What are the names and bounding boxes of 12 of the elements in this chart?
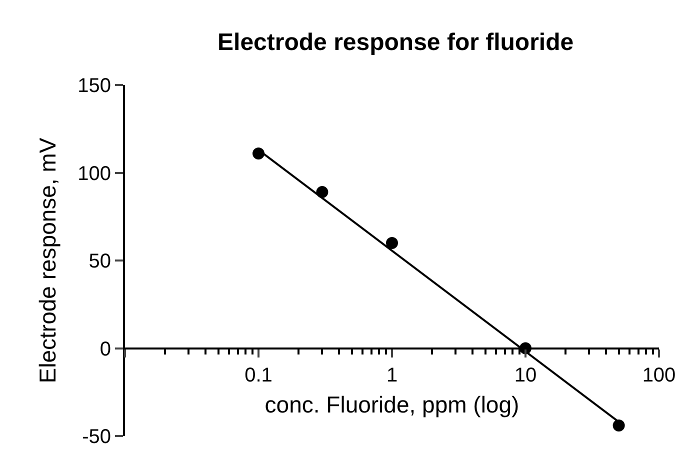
chart-title: Electrode response for fluoride	[218, 28, 574, 56]
x-tick-label: 100	[642, 364, 676, 386]
x-tick-label: 0.1	[244, 364, 272, 386]
x-tick-label: 10	[514, 364, 537, 386]
y-tick-label: 100	[78, 162, 111, 185]
y-axis-title: Electrode response, mV	[34, 137, 61, 384]
x-tick-label: 1	[386, 364, 398, 386]
y-tick-label: 0	[100, 338, 111, 360]
x-axis-title: conc. Fluoride, ppm (log)	[264, 391, 520, 418]
y-tick-label: 50	[88, 250, 111, 272]
y-tick-label: -50	[82, 426, 111, 448]
y-tick-label: 150	[78, 75, 111, 97]
